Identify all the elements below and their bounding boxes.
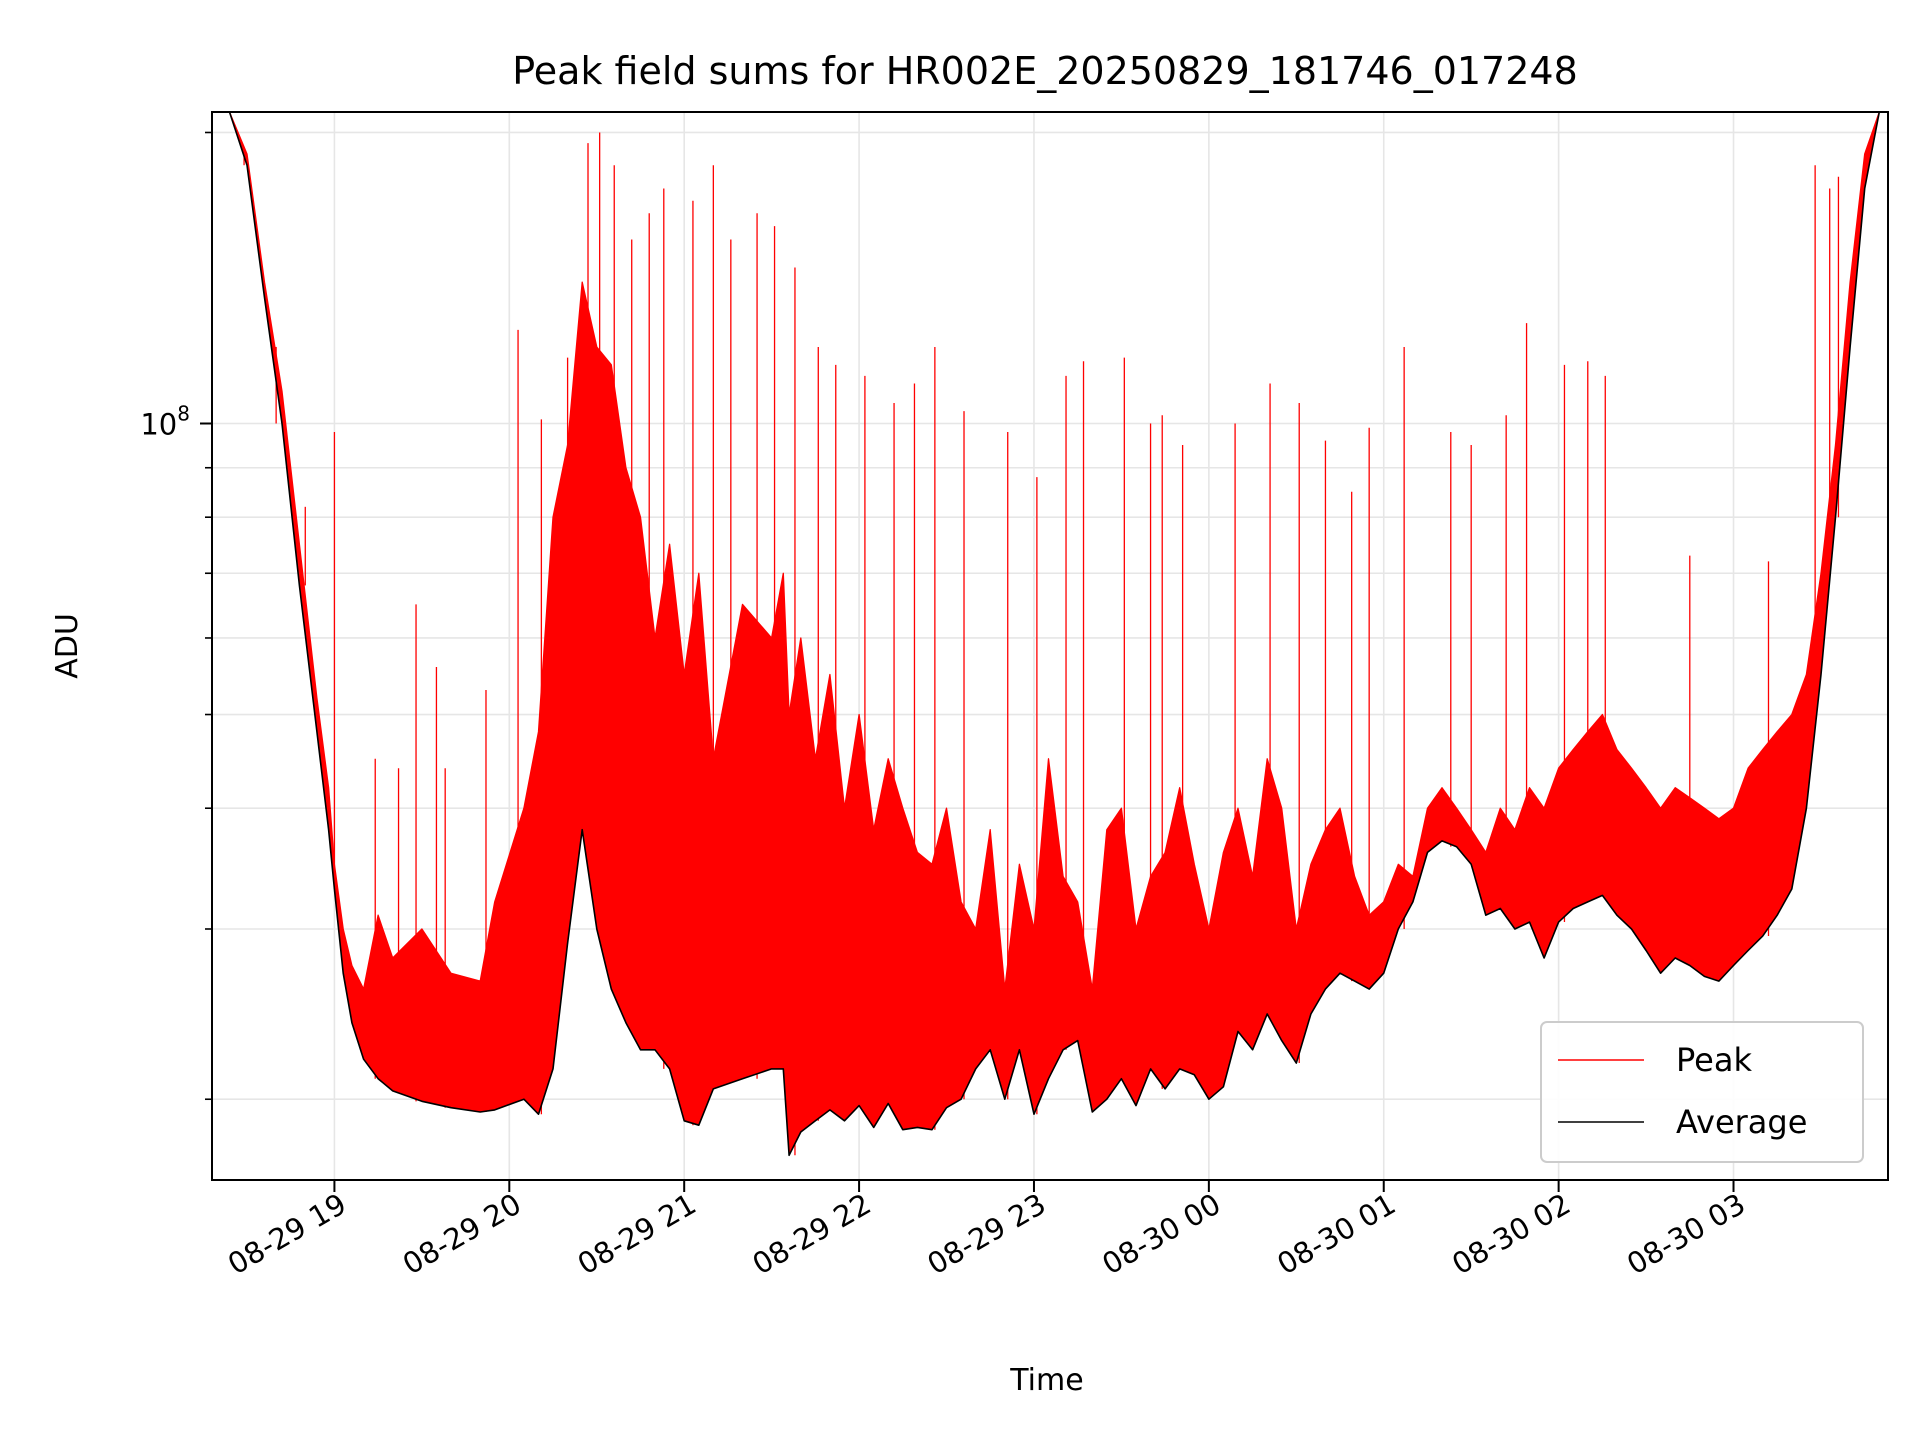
chart-title: Peak field sums for HR002E_20250829_1817… — [512, 49, 1578, 93]
peak-series-line — [212, 111, 1888, 990]
plot-frame — [211, 111, 1889, 1181]
legend: Peak Average — [1540, 1021, 1864, 1163]
y-tick-label: 108 — [140, 402, 190, 442]
legend-label-peak: Peak — [1676, 1041, 1752, 1079]
y-axis-label: ADU — [50, 613, 85, 679]
plot-area — [212, 111, 1888, 1157]
peak-series-band — [212, 112, 1888, 1156]
legend-label-average: Average — [1676, 1103, 1807, 1141]
y-axis: 108 — [140, 131, 212, 1101]
peak-spikes — [243, 132, 1840, 1156]
legend-box — [1540, 1021, 1864, 1163]
average-series-line — [212, 111, 1888, 1157]
x-axis-label: Time — [1009, 1363, 1083, 1398]
